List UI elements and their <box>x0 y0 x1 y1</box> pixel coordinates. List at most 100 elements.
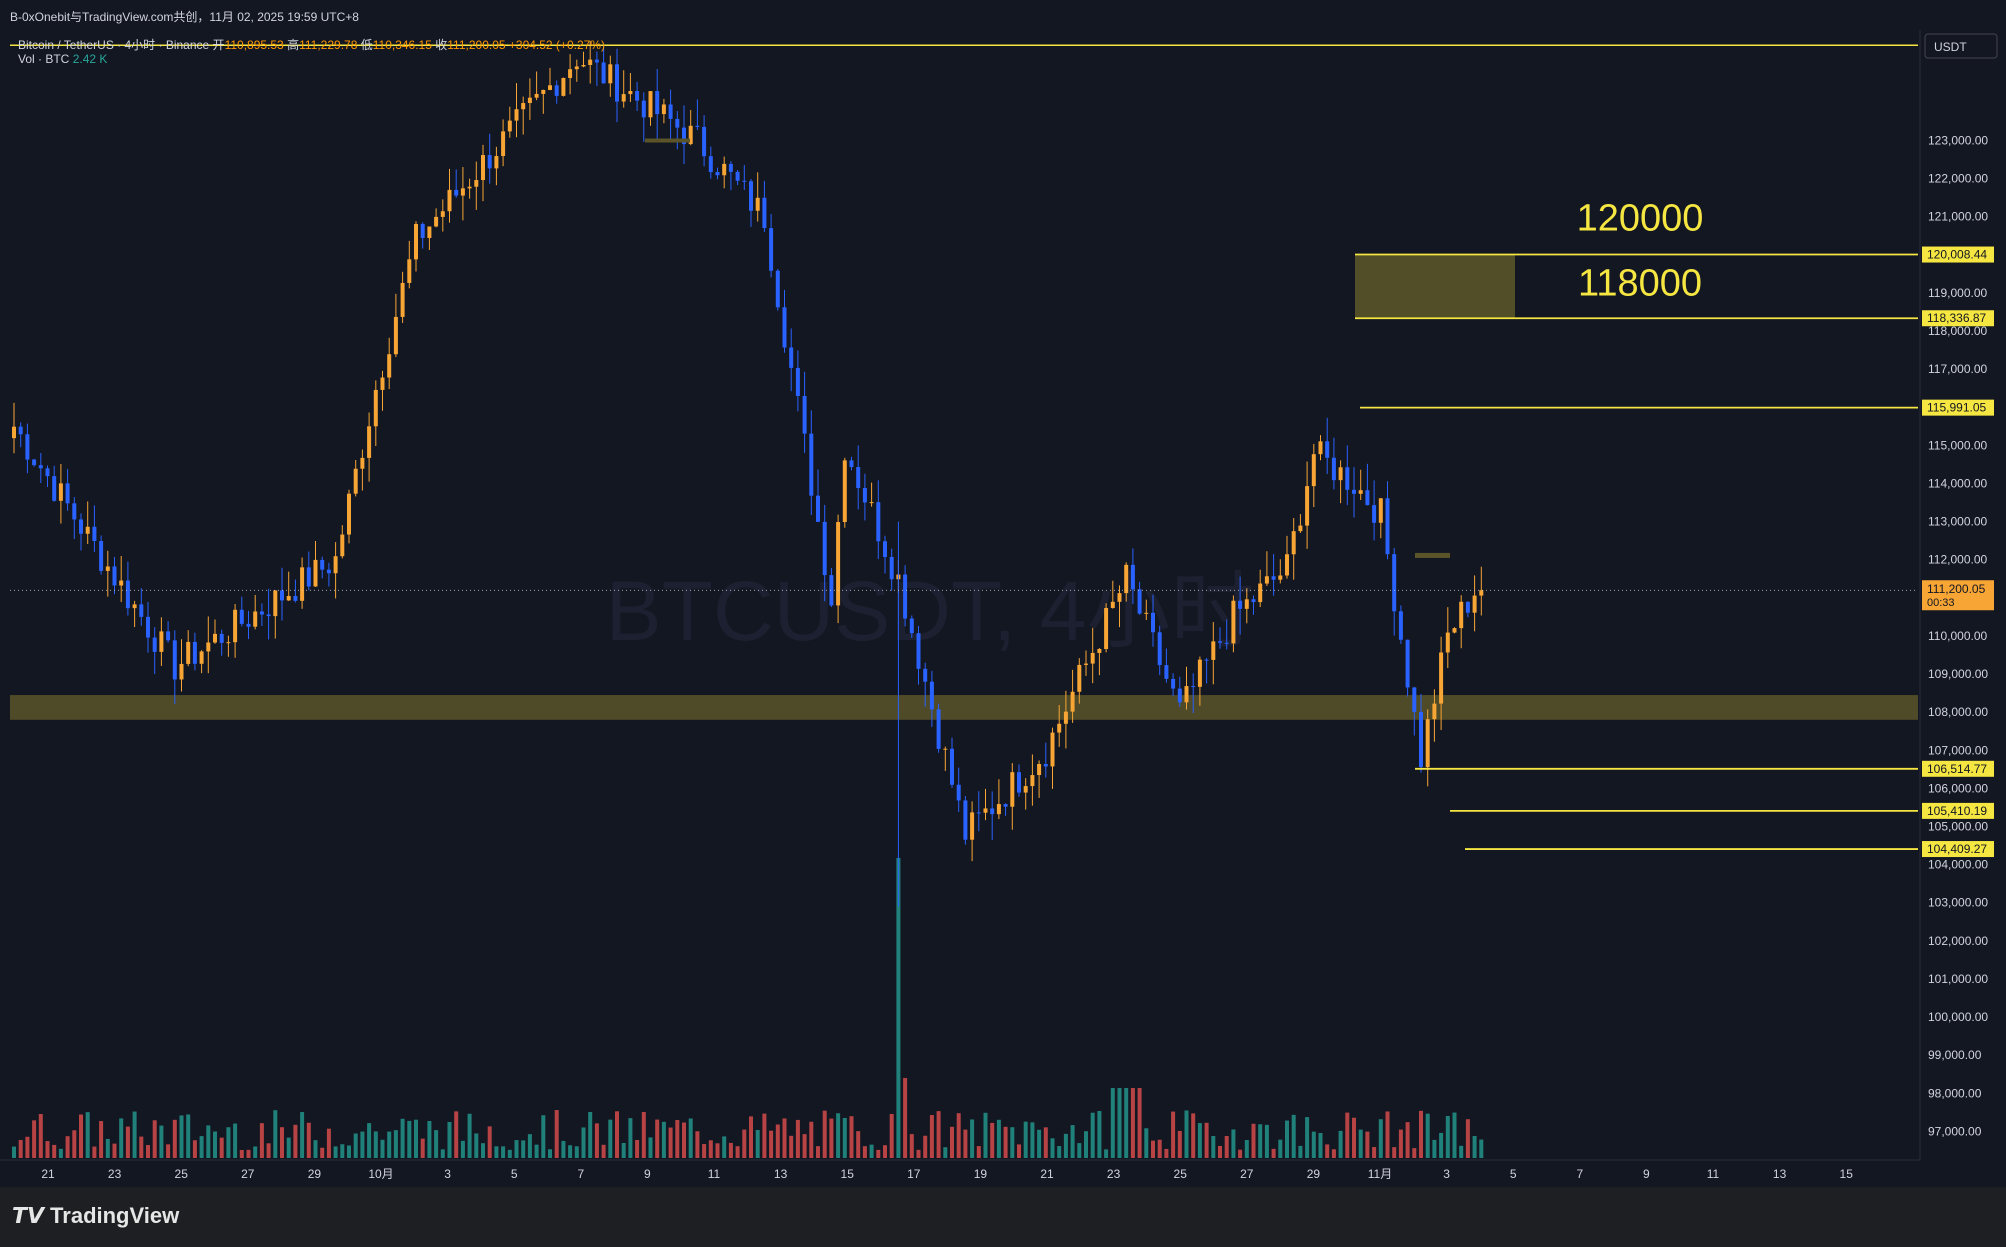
candle-body <box>708 156 713 173</box>
volume-bar <box>306 1122 311 1158</box>
candle-body <box>52 476 57 501</box>
volume-bar <box>702 1144 707 1158</box>
price-tick-label: 119,000.00 <box>1928 286 1987 300</box>
volume-bar <box>909 1134 914 1158</box>
currency-box[interactable] <box>1924 33 1998 59</box>
candle-body <box>695 125 700 127</box>
candle-body <box>534 93 539 98</box>
candle-body <box>172 640 177 680</box>
volume-bar <box>1392 1147 1397 1158</box>
volume-bar <box>65 1136 70 1158</box>
tradingview-logo-icon: 𝙏𝙑 <box>12 1203 45 1228</box>
candle-body <box>762 197 767 229</box>
volume-bar <box>79 1114 83 1158</box>
volume-bar <box>1010 1127 1015 1158</box>
candle-body <box>950 748 954 785</box>
volume-bar <box>501 1146 506 1158</box>
volume-bar <box>1378 1119 1383 1158</box>
time-tick-label: 9 <box>644 1167 651 1181</box>
candle-body <box>1398 611 1403 640</box>
tradingview-brand[interactable]: 𝙏𝙑 TradingView <box>12 1203 179 1229</box>
price-tick-label: 104,000.00 <box>1928 858 1988 872</box>
candle-body <box>72 503 77 520</box>
volume-bar <box>655 1119 660 1158</box>
volume-bar <box>849 1116 854 1158</box>
watermark-line: B-0xOnebit与TradingView.com共创，11月 02, 202… <box>10 10 359 24</box>
volume-bar <box>936 1111 941 1158</box>
time-tick-label: 11月 <box>1368 1167 1392 1181</box>
candle-body <box>273 590 278 617</box>
volume-bar <box>25 1136 30 1158</box>
candle-body <box>976 812 981 814</box>
candle-body <box>454 189 459 196</box>
chart-area[interactable]: BTCUSDT, 4小时 120000 118000 USDT 97,000.00 98,… <box>0 30 2006 1187</box>
price-line-tag <box>1922 310 1994 327</box>
candlestick-chart[interactable]: BTCUSDT, 4小时 120000 118000 USDT 97,000.00 98,… <box>0 30 2006 1187</box>
volume-bar <box>742 1129 747 1158</box>
volume-bar <box>172 1119 177 1158</box>
time-axis[interactable] <box>0 1160 2006 1187</box>
time-tick-label: 27 <box>1240 1167 1254 1181</box>
candle-body <box>1097 648 1102 653</box>
time-tick-label: 19 <box>974 1167 988 1181</box>
volume-bar <box>32 1120 37 1158</box>
candle-body <box>119 580 124 586</box>
volume-bar <box>18 1139 23 1158</box>
candle-body <box>648 91 653 118</box>
candle-body <box>420 223 425 238</box>
candle-body <box>548 85 552 90</box>
volume-bar <box>943 1147 948 1158</box>
candle-body <box>112 566 117 586</box>
candle-body <box>99 541 104 571</box>
volume-bar <box>1412 1148 1417 1158</box>
price-tick-label: 110,000.00 <box>1928 629 1987 643</box>
candle-body <box>507 120 512 132</box>
candle-body <box>923 668 928 682</box>
candle-body <box>615 64 619 102</box>
volume-bar <box>641 1112 646 1158</box>
volume-bar <box>1264 1124 1269 1158</box>
top-bar: B-0xOnebit与TradingView.com共创，11月 02, 202… <box>0 0 2006 30</box>
volume-bar <box>1124 1088 1129 1158</box>
legend-volume: Vol · BTC 2.42 K <box>18 52 107 66</box>
brand-name: TradingView <box>50 1203 180 1228</box>
legend-symbol: Bitcoin / TetherUS · 4小时 · Binance <box>18 38 210 52</box>
volume-bar <box>12 1146 16 1158</box>
candle-body <box>655 91 660 115</box>
candle-body <box>836 522 841 606</box>
annotation-120000: 120000 <box>1577 198 1704 240</box>
candle-body <box>1378 498 1383 523</box>
legend-open-label: 开 <box>212 38 225 52</box>
candle-body <box>561 77 566 96</box>
candle-body <box>1231 600 1236 644</box>
volume-bar <box>494 1146 499 1158</box>
volume-bar <box>1291 1114 1296 1158</box>
volume-bar <box>92 1146 97 1158</box>
candle-body <box>219 633 224 643</box>
volume-bar <box>1017 1144 1021 1158</box>
candle-body <box>722 163 727 176</box>
marker-dash <box>645 138 690 143</box>
candle-body <box>916 633 921 669</box>
candle-body <box>85 526 90 534</box>
candle-body <box>326 569 331 574</box>
price-tick-label: 98,000.00 <box>1928 1086 1982 1100</box>
candle-body <box>25 434 30 460</box>
candle-body <box>1030 775 1035 787</box>
volume-bar <box>802 1134 807 1158</box>
candle-body <box>1197 659 1202 687</box>
time-tick-label: 13 <box>774 1167 788 1181</box>
price-tick-label: 107,000.00 <box>1928 743 1988 757</box>
candle-body <box>822 521 827 576</box>
candle-body <box>943 748 948 750</box>
candle-body <box>1171 678 1176 689</box>
time-tick-label: 11 <box>708 1167 721 1181</box>
candle-body <box>367 426 372 458</box>
candle-body <box>588 59 593 65</box>
volume-bar <box>1104 1149 1109 1158</box>
volume-bar <box>1023 1121 1028 1158</box>
candle-body <box>983 808 988 813</box>
volume-bar <box>883 1145 887 1158</box>
volume-bar <box>1425 1113 1430 1158</box>
volume-bar <box>635 1140 640 1158</box>
